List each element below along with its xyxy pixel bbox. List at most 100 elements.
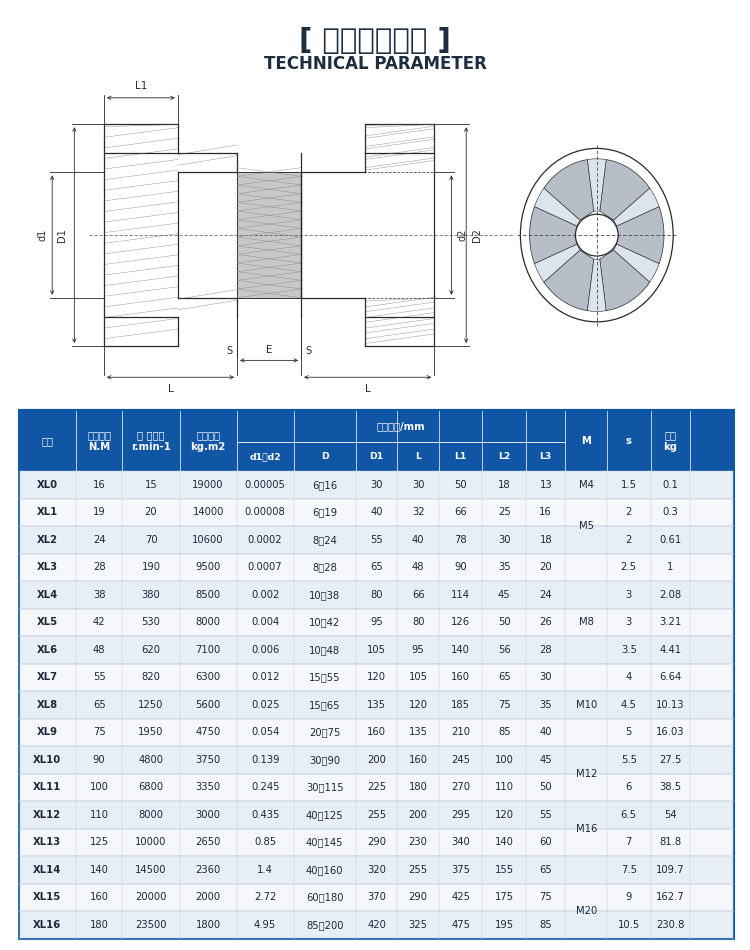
Text: D1: D1 (57, 228, 67, 242)
Text: 90: 90 (93, 755, 106, 765)
Text: 190: 190 (142, 562, 160, 573)
Text: M10: M10 (575, 700, 597, 710)
Text: 105: 105 (409, 673, 428, 682)
Text: 230.8: 230.8 (656, 920, 685, 930)
Text: 40: 40 (370, 507, 383, 518)
Text: 8～28: 8～28 (312, 562, 338, 573)
Text: 270: 270 (452, 783, 470, 792)
Text: 370: 370 (368, 892, 386, 902)
Text: 109.7: 109.7 (656, 864, 685, 875)
Text: 6: 6 (626, 783, 632, 792)
Text: 140: 140 (495, 837, 514, 847)
Text: 105: 105 (368, 645, 386, 655)
Text: 2000: 2000 (196, 892, 220, 902)
Text: 20000: 20000 (135, 892, 166, 902)
Polygon shape (530, 206, 577, 264)
Text: D2: D2 (472, 228, 482, 242)
Text: 8～24: 8～24 (312, 535, 338, 545)
Text: 24: 24 (93, 535, 106, 545)
Text: 80: 80 (412, 618, 424, 627)
Text: 195: 195 (495, 920, 514, 930)
Text: M4: M4 (579, 480, 594, 490)
Text: 27.5: 27.5 (659, 755, 682, 765)
Bar (19, 609, 734, 637)
Text: XL6: XL6 (37, 645, 58, 655)
Text: 620: 620 (142, 645, 160, 655)
Text: 0.002: 0.002 (251, 590, 279, 599)
Bar (19, 718, 734, 746)
Text: 20～75: 20～75 (309, 728, 340, 737)
Text: 185: 185 (452, 700, 470, 710)
Bar (19, 410, 734, 939)
Text: 380: 380 (142, 590, 160, 599)
Text: 7: 7 (626, 837, 632, 847)
Text: 60～180: 60～180 (306, 892, 344, 902)
Text: D: D (321, 452, 328, 461)
Text: 35: 35 (539, 700, 552, 710)
Text: 0.0002: 0.0002 (248, 535, 283, 545)
Text: 2.72: 2.72 (254, 892, 276, 902)
Text: 转动惯量
kg.m2: 转动惯量 kg.m2 (190, 430, 226, 451)
Text: 1.5: 1.5 (621, 480, 637, 490)
Text: 0.85: 0.85 (254, 837, 276, 847)
Bar (19, 471, 734, 499)
Text: 160: 160 (90, 892, 109, 902)
Text: 48: 48 (93, 645, 106, 655)
Text: 225: 225 (367, 783, 386, 792)
Text: 55: 55 (539, 809, 552, 820)
Text: 0.004: 0.004 (251, 618, 279, 627)
Text: 55: 55 (93, 673, 106, 682)
Text: XL8: XL8 (37, 700, 58, 710)
Text: L: L (416, 452, 421, 461)
Text: 额定扭距
N.M: 额定扭距 N.M (87, 430, 111, 451)
Text: XL2: XL2 (37, 535, 58, 545)
Text: 7.5: 7.5 (621, 864, 637, 875)
Text: 4.41: 4.41 (659, 645, 681, 655)
Text: 56: 56 (498, 645, 511, 655)
Text: 3000: 3000 (196, 809, 220, 820)
Bar (19, 581, 734, 609)
Text: 型号: 型号 (41, 436, 53, 446)
Text: 120: 120 (495, 809, 514, 820)
Text: 160: 160 (368, 728, 386, 737)
Text: M5: M5 (579, 522, 594, 531)
Text: 200: 200 (368, 755, 386, 765)
Text: d1: d1 (38, 229, 47, 241)
Text: 3750: 3750 (196, 755, 220, 765)
Text: 0.054: 0.054 (251, 728, 279, 737)
Text: 6.5: 6.5 (621, 809, 637, 820)
Text: L: L (364, 385, 370, 394)
Text: 475: 475 (452, 920, 470, 930)
Text: 14000: 14000 (193, 507, 224, 518)
Text: L1: L1 (454, 452, 466, 461)
Circle shape (575, 214, 618, 256)
Text: E: E (266, 345, 272, 354)
Text: 0.245: 0.245 (251, 783, 280, 792)
Text: 10600: 10600 (192, 535, 224, 545)
Text: 9500: 9500 (196, 562, 220, 573)
Text: 1950: 1950 (138, 728, 164, 737)
Text: XL3: XL3 (37, 562, 58, 573)
Bar (237, 173, 301, 297)
Text: 10.5: 10.5 (617, 920, 640, 930)
Text: 95: 95 (370, 618, 383, 627)
Text: L1: L1 (135, 81, 147, 90)
Text: XL0: XL0 (37, 480, 58, 490)
Text: 140: 140 (452, 645, 470, 655)
Polygon shape (614, 244, 659, 282)
Text: 4.5: 4.5 (621, 700, 637, 710)
Text: 19000: 19000 (192, 480, 224, 490)
Polygon shape (616, 206, 664, 264)
Text: 15: 15 (145, 480, 158, 490)
Text: 95: 95 (412, 645, 424, 655)
Text: 4800: 4800 (139, 755, 164, 765)
Text: 6～16: 6～16 (312, 480, 338, 490)
Bar (19, 636, 734, 664)
Text: 160: 160 (452, 673, 470, 682)
Text: 0.012: 0.012 (251, 673, 280, 682)
Text: 40～160: 40～160 (306, 864, 344, 875)
Text: 65: 65 (498, 673, 511, 682)
Text: 4: 4 (626, 673, 632, 682)
Text: XL7: XL7 (37, 673, 58, 682)
Text: 100: 100 (495, 755, 514, 765)
